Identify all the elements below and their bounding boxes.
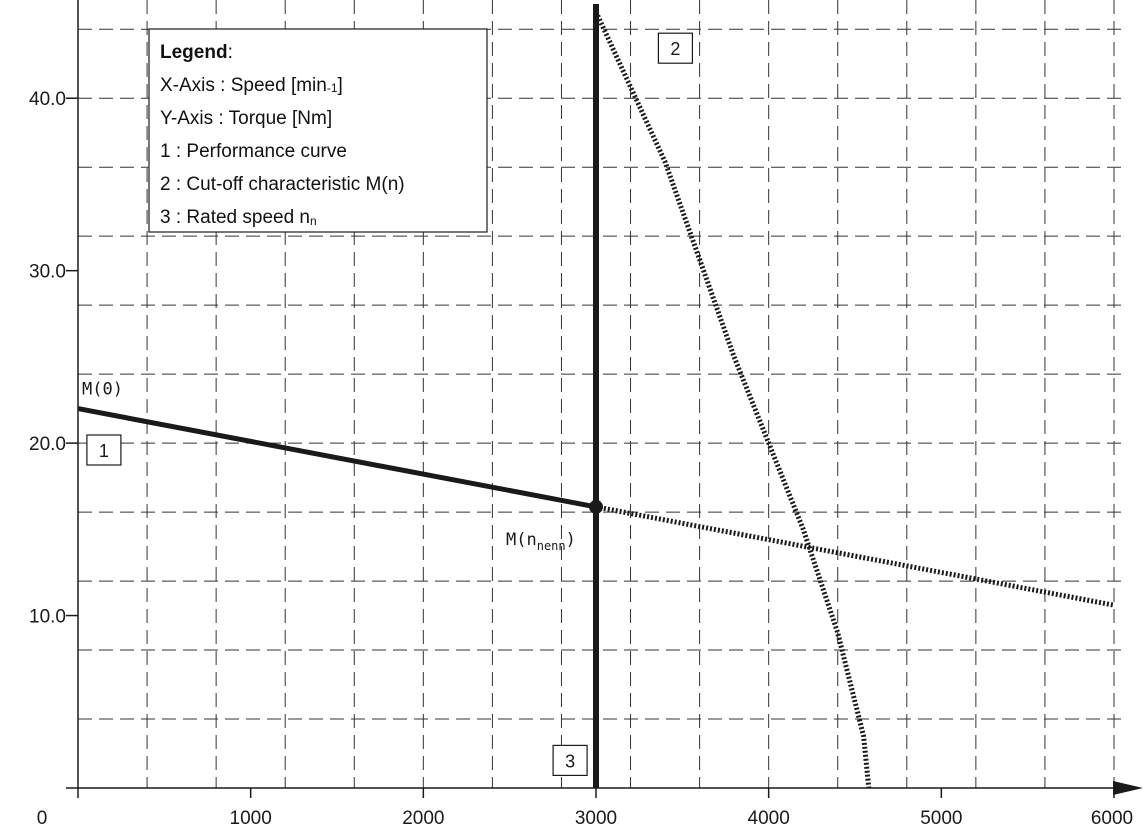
y-tick-label: 10.0 — [29, 607, 66, 628]
legend-box — [148, 28, 488, 233]
x-axis-arrow-icon — [1113, 781, 1143, 795]
badge-label: 3 — [565, 751, 575, 771]
legend-item-3-sub: n — [310, 214, 317, 228]
tick-marks — [66, 97, 1115, 798]
badge-label: 1 — [99, 441, 109, 461]
annotation-m0: M(0) — [82, 380, 123, 400]
legend-item-3: 3 : Rated speed nn — [160, 207, 317, 228]
series-badges: 1 2 3 — [86, 32, 694, 777]
x-tick-label: 2000 — [402, 808, 444, 829]
annotation-m-nenn-close: ) — [566, 530, 576, 550]
x-tick-label: 6000 — [1091, 808, 1133, 829]
annotation-m-nenn: M(nnenn) — [506, 530, 576, 553]
legend-title-colon: : — [228, 42, 233, 63]
y-tick-label: 20.0 — [29, 434, 66, 455]
legend-x-axis: X-Axis : Speed [min-1] — [160, 75, 343, 96]
rated-point-marker — [589, 499, 603, 514]
x-tick-label: 1000 — [230, 808, 272, 829]
grid-lines — [78, 0, 1128, 788]
y-tick-labels: 10.0 20.0 30.0 40.0 — [29, 89, 66, 627]
legend-title-word: Legend — [160, 42, 228, 63]
badge-series-1: 1 — [86, 434, 122, 466]
x-tick-label: 0 — [37, 808, 48, 829]
legend-x-axis-close: ] — [338, 75, 343, 96]
badge-series-3: 3 — [552, 744, 588, 777]
series-layer — [77, 4, 1115, 789]
annotation-m-nenn-main: M(n — [506, 530, 537, 550]
legend-item-1: 1 : Performance curve — [160, 141, 347, 162]
legend-y-axis: Y-Axis : Torque [Nm] — [160, 108, 332, 129]
legend: Legend: X-Axis : Speed [min-1] Y-Axis : … — [148, 28, 488, 233]
x-tick-labels: 0 1000 2000 3000 4000 5000 6000 — [37, 808, 1133, 829]
series-1-extension-dotted — [595, 504, 1115, 608]
y-tick-label: 40.0 — [29, 89, 66, 110]
legend-item-2: 2 : Cut-off characteristic M(n) — [160, 174, 405, 195]
legend-x-axis-text: X-Axis : Speed [min — [160, 75, 327, 96]
legend-item-3-text: 3 : Rated speed n — [160, 207, 310, 228]
x-tick-label: 4000 — [748, 808, 790, 829]
series-2-cut-off-characteristic — [593, 10, 872, 789]
badge-label: 2 — [670, 39, 680, 59]
x-tick-label: 5000 — [920, 808, 962, 829]
series-1-performance-curve — [77, 406, 597, 510]
y-tick-label: 30.0 — [29, 262, 66, 283]
annotation-m-nenn-sub: nenn — [537, 539, 566, 553]
x-tick-label: 3000 — [575, 808, 617, 829]
badge-series-2: 2 — [657, 32, 694, 64]
legend-title: Legend: — [160, 42, 233, 63]
legend-x-axis-exp: -1 — [327, 81, 338, 95]
